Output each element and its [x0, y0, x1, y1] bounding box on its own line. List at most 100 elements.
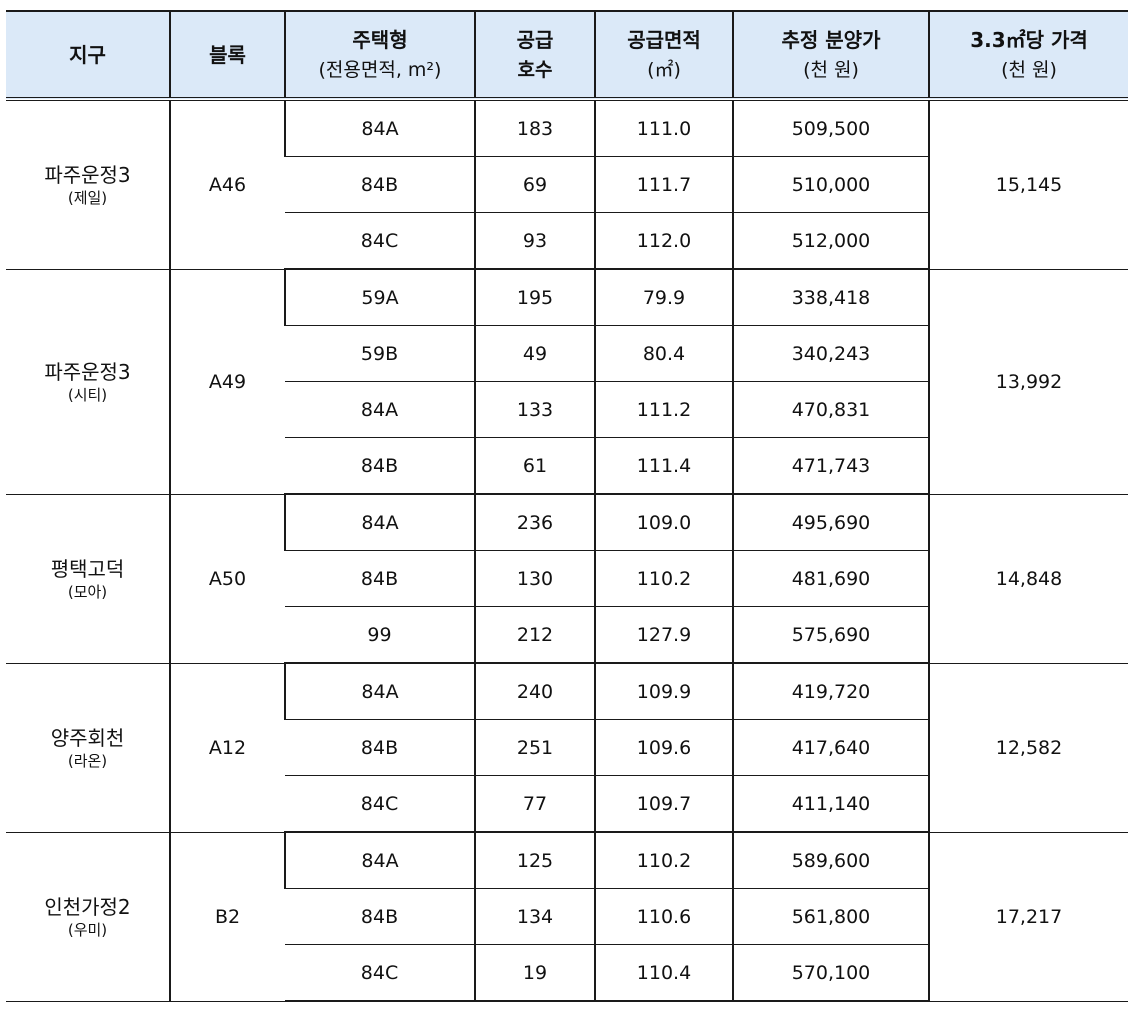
- table-row: 84B 69 111.7 510,000: [6, 156, 1128, 213]
- price-cell: 589,600: [732, 832, 929, 889]
- table-row: 84B 251 109.6 417,640: [6, 719, 1128, 776]
- header-row: 지구 블록 주택형 (전용면적, m²) 공급 호수 공급면적 (㎡) 추정 분양가(…: [6, 10, 1128, 99]
- units-cell: 183: [474, 99, 595, 157]
- district-name: 인천가정2: [44, 894, 131, 919]
- per-pyeong-cell: 17,217: [928, 832, 1128, 1002]
- price-cell: 561,800: [732, 888, 929, 945]
- district-cell: 인천가정2 (우미): [6, 832, 170, 1002]
- table-row: 84C 93 112.0 512,000: [6, 212, 1128, 270]
- units-cell: 93: [474, 212, 595, 270]
- table-row: 평택고덕 (모아) A50 84A 236 109.0 495,690 14,848: [6, 494, 1128, 664]
- area-cell: 109.6: [594, 719, 733, 776]
- units-cell: 69: [474, 156, 595, 213]
- table-row: 파주운정3 (시티) A49 59A 195 79.9 338,418 13,992: [6, 269, 1128, 495]
- price-cell: 509,500: [732, 99, 929, 157]
- district-cell: 파주운정3 (제일): [6, 99, 170, 270]
- district-brand: (모아): [67, 582, 108, 601]
- housing-type-cell: 84A: [285, 381, 475, 438]
- district-name: 평택고덕: [50, 556, 125, 581]
- units-cell: 19: [474, 944, 595, 1002]
- price-cell: 471,743: [732, 437, 929, 495]
- housing-type-cell: 84B: [285, 156, 475, 213]
- table-body: 파주운정3 (제일) A46 84A 183 111.0 509,500 15,145 84B 6…: [6, 99, 1128, 1002]
- block-cell: A49: [169, 269, 285, 495]
- header-block: 블록: [169, 10, 285, 99]
- housing-type-cell: 84C: [285, 212, 475, 270]
- area-cell: 111.0: [594, 99, 733, 157]
- housing-type-cell: 84A: [284, 494, 475, 551]
- area-cell: 110.2: [594, 550, 733, 607]
- supply-price-table: 지구 블록 주택형 (전용면적, m²) 공급 호수 공급면적 (㎡) 추정 분양가(…: [6, 10, 1128, 1002]
- area-cell: 109.9: [594, 663, 733, 720]
- housing-type-cell: 84B: [285, 437, 475, 495]
- header-area: 공급면적 (㎡): [594, 10, 733, 99]
- district-brand: (시티): [67, 385, 108, 404]
- header-per-pyeong-sub: (천 원): [1001, 58, 1057, 81]
- table-row: 84C 77 109.7 411,140: [6, 775, 1128, 833]
- units-cell: 49: [474, 325, 595, 382]
- housing-type-cell: 84B: [285, 719, 475, 776]
- area-cell: 80.4: [594, 325, 733, 382]
- housing-type-cell: 84B: [285, 550, 475, 607]
- area-cell: 112.0: [594, 212, 733, 270]
- price-cell: 340,243: [732, 325, 929, 382]
- units-cell: 240: [474, 663, 595, 720]
- price-cell: 417,640: [732, 719, 929, 776]
- units-cell: 77: [474, 775, 595, 833]
- price-cell: 419,720: [732, 663, 929, 720]
- units-cell: 134: [474, 888, 595, 945]
- district-brand: (라온): [67, 751, 108, 770]
- area-cell: 110.2: [594, 832, 733, 889]
- units-cell: 236: [474, 494, 595, 551]
- area-cell: 111.4: [594, 437, 733, 495]
- housing-type-cell: 84C: [285, 944, 475, 1002]
- block-cell: A46: [169, 99, 285, 270]
- block-cell: A12: [169, 663, 285, 833]
- table-row: 84B 134 110.6 561,800: [6, 888, 1128, 945]
- units-cell: 195: [474, 269, 595, 326]
- area-cell: 110.4: [594, 944, 733, 1002]
- housing-type-cell: 59A: [284, 269, 475, 326]
- district-name: 파주운정3: [44, 359, 131, 384]
- header-price: 추정 분양가 (천 원): [732, 10, 929, 99]
- district-name: 파주운정3: [44, 162, 131, 187]
- district-cell: 평택고덕 (모아): [6, 494, 170, 664]
- price-cell: 338,418: [732, 269, 929, 326]
- price-cell: 495,690: [732, 494, 929, 551]
- housing-type-cell: 84A: [284, 663, 475, 720]
- header-units: 공급 호수: [474, 10, 595, 99]
- table-row: 84B 130 110.2 481,690: [6, 550, 1128, 607]
- district-cell: 양주회천 (라온): [6, 663, 170, 833]
- area-cell: 110.6: [594, 888, 733, 945]
- per-pyeong-cell: 12,582: [928, 663, 1128, 833]
- table-row: 84C 19 110.4 570,100: [6, 944, 1128, 1002]
- area-cell: 127.9: [594, 606, 733, 664]
- price-cell: 575,690: [732, 606, 929, 664]
- units-cell: 125: [474, 832, 595, 889]
- area-cell: 79.9: [594, 269, 733, 326]
- district-brand: (제일): [67, 188, 108, 207]
- units-cell: 130: [474, 550, 595, 607]
- block-cell: A50: [169, 494, 285, 664]
- price-cell: 512,000: [732, 212, 929, 270]
- units-cell: 61: [474, 437, 595, 495]
- price-cell: 470,831: [732, 381, 929, 438]
- district-name: 양주회천: [50, 725, 125, 750]
- header-area-sub: (㎡): [647, 58, 681, 81]
- header-housing-type: 주택형 (전용면적, m²): [284, 10, 475, 99]
- per-pyeong-cell: 13,992: [928, 269, 1128, 495]
- district-brand: (우미): [67, 920, 108, 939]
- table-row: 양주회천 (라온) A12 84A 240 109.9 419,720 12,582: [6, 663, 1128, 833]
- table-row: 파주운정3 (제일) A46 84A 183 111.0 509,500 15,145: [6, 99, 1128, 270]
- table-row: 99 212 127.9 575,690: [6, 606, 1128, 664]
- block-cell: B2: [169, 832, 285, 1002]
- area-cell: 111.7: [594, 156, 733, 213]
- area-cell: 109.0: [594, 494, 733, 551]
- area-cell: 111.2: [594, 381, 733, 438]
- housing-type-cell: 99: [285, 606, 475, 664]
- per-pyeong-cell: 14,848: [928, 494, 1128, 664]
- housing-type-cell: 84B: [285, 888, 475, 945]
- units-cell: 251: [474, 719, 595, 776]
- table-caption-strip: [0, 0, 1134, 10]
- district-cell: 파주운정3 (시티): [6, 269, 170, 495]
